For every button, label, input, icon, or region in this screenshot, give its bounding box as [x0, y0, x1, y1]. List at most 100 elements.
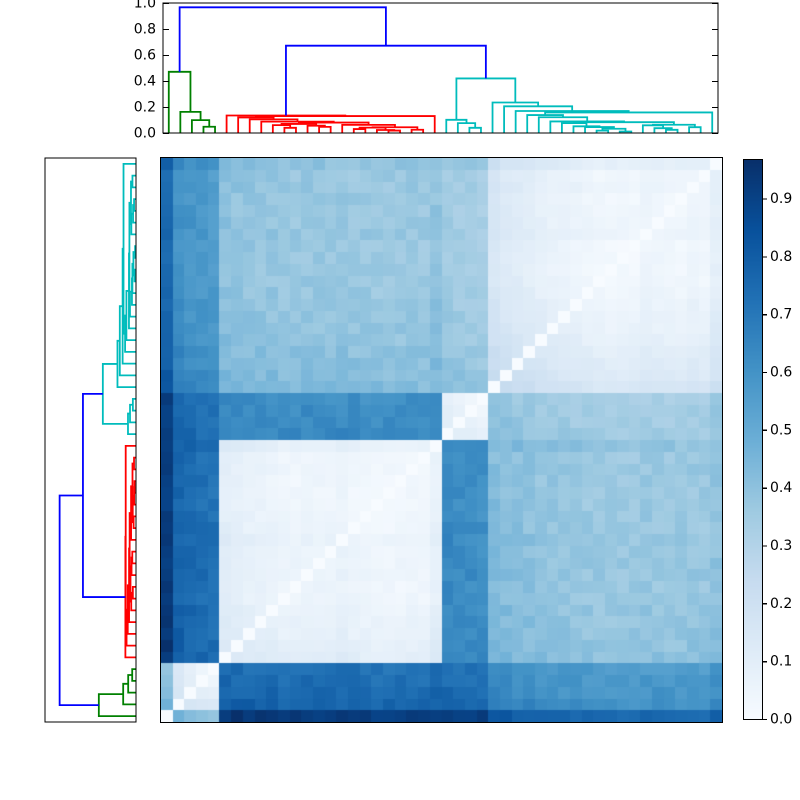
dendrogram-link [131, 397, 136, 412]
dendrogram-link [179, 111, 202, 133]
dendrogram-link [341, 124, 396, 133]
dendrogram-link [131, 462, 135, 510]
dendrogram-link [133, 198, 136, 212]
left-dendrogram [58, 162, 136, 718]
colorbar-tick-label: 0.7 [770, 307, 792, 323]
dendrogram-link [260, 120, 335, 133]
dendrogram-link [688, 126, 702, 133]
dendrogram-link [352, 128, 367, 133]
dendrogram-link [601, 127, 627, 132]
y-tick-label: 1.0 [134, 0, 156, 12]
dendrogram-link [131, 174, 136, 189]
dendrogram-link [248, 118, 299, 133]
dendrogram-link [376, 129, 396, 133]
dendrogram-link [118, 305, 136, 377]
dendrogram-link [665, 128, 679, 133]
dendrogram-link [584, 126, 615, 133]
dendrogram-link [371, 126, 419, 130]
dendrogram-link [124, 535, 136, 659]
dendrogram-link [653, 127, 673, 133]
dendrogram-link [121, 247, 136, 365]
colorbar-tick-label: 0.5 [770, 422, 792, 438]
dendrogram-link [127, 674, 136, 694]
dendrogram-link [254, 115, 436, 133]
dendrogram-link [130, 485, 136, 541]
dendrogram-link [297, 121, 370, 125]
dendrogram-link [129, 565, 132, 603]
dendrogram-link [131, 668, 136, 682]
colorbar-tick-label: 0.4 [770, 480, 792, 496]
dendrogram-link [191, 119, 211, 133]
dendrogram-link [225, 114, 347, 133]
dendrogram-link [131, 262, 136, 295]
dendrogram-link [280, 123, 318, 126]
dendrogram-link [97, 693, 136, 718]
dendrogram-link [445, 118, 468, 133]
y-tick-label: 0.4 [134, 74, 156, 90]
dendrogram-link [128, 547, 136, 624]
colorbar-tick-label: 0.3 [770, 538, 792, 554]
dendrogram-link [526, 114, 564, 133]
dendrogram-link [125, 608, 136, 647]
dendrogram-link [572, 125, 601, 133]
dendrogram-link [618, 130, 633, 133]
dendrogram-link [127, 412, 136, 436]
y-tick-label: 0.0 [134, 126, 156, 142]
dendrogram-link [58, 494, 99, 707]
dendrogram-link [130, 180, 133, 225]
colorbar-tick-labels: 0.0 0.1 0.2 0.3 0.4 0.5 0.6 0.7 0.8 0.9 [762, 191, 792, 728]
dendrogram-link [131, 585, 136, 600]
dendrogram-link [491, 101, 540, 133]
dendrogram-link [132, 204, 136, 224]
dendrogram-link [133, 268, 136, 283]
top-dendrogram-y-axis: 0.0 0.2 0.4 0.6 0.8 1.0 [134, 0, 718, 142]
dendrogram-link [318, 125, 332, 133]
dendrogram-link [237, 116, 275, 133]
dendrogram-link [468, 126, 482, 133]
dendrogram-link [122, 682, 136, 706]
dendrogram-link [595, 129, 610, 133]
dendrogram-link [456, 122, 477, 133]
dendrogram-link [573, 121, 675, 125]
dendrogram-link [116, 339, 136, 389]
dendrogram-link [101, 363, 128, 425]
dendrogram-link [358, 126, 387, 131]
dendrogram-link [641, 124, 664, 133]
distance-matrix-heatmap [161, 158, 722, 722]
dendrogram-link [130, 212, 136, 236]
y-tick-label: 0.6 [134, 48, 156, 64]
dendrogram-link [129, 290, 136, 318]
dendrogram-link [537, 116, 589, 133]
colorbar-tick-label: 0.8 [770, 249, 792, 265]
left-dendrogram-frame [44, 157, 137, 723]
dendrogram-link [503, 105, 574, 133]
dendrogram-link [132, 251, 136, 277]
top-dendrogram [167, 6, 714, 133]
dendrogram-link [131, 550, 136, 565]
dendrogram-link [132, 515, 136, 530]
dendrogram-link [652, 123, 696, 128]
dendrogram-link [134, 245, 136, 259]
y-tick-label: 0.2 [134, 100, 156, 116]
dendrogram-link [306, 124, 326, 133]
dendrogram-link [544, 111, 714, 133]
dendrogram-link [561, 122, 588, 133]
dendrogram-link [455, 77, 517, 120]
dendrogram-link [202, 125, 216, 133]
dendrogram-link [125, 290, 136, 342]
dendrogram-link [133, 456, 136, 471]
dendrogram-link [514, 110, 630, 133]
dendrogram-link [271, 124, 292, 133]
dendrogram-link [387, 129, 401, 133]
colorbar-tick-label: 0.2 [770, 596, 792, 612]
colorbar-gradient [744, 160, 762, 719]
colorbar-tick-label: 0.6 [770, 365, 792, 381]
dendrogram-link [549, 120, 625, 133]
dendrogram-link [131, 494, 135, 524]
dendrogram-link [410, 128, 425, 133]
dendrogram-link [124, 314, 136, 353]
dendrogram-link [130, 591, 136, 612]
dendrogram-link [130, 556, 136, 577]
dendrogram-link [285, 44, 487, 116]
